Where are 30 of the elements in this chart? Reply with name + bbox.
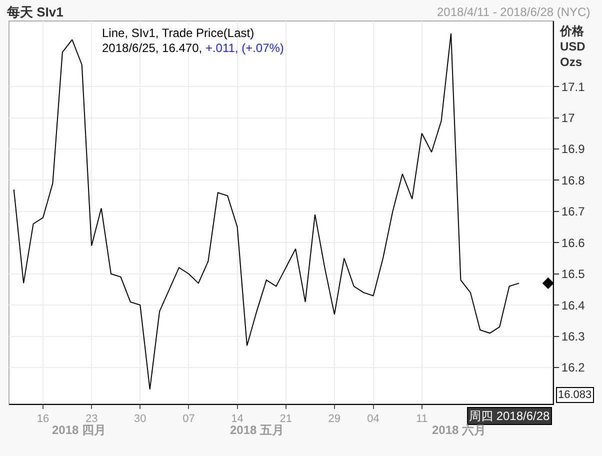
x-tick-label: 07 <box>182 413 195 426</box>
y-tick-label: 16.5 <box>561 267 586 282</box>
y-tick-label: 16.3 <box>561 329 586 344</box>
y-tick-label: 16.9 <box>561 142 586 156</box>
annotation: Line, SIv1, Trade Price(Last) <box>102 26 254 40</box>
x-tick-label: 30 <box>134 413 146 426</box>
x-tick-label: 23 <box>85 413 98 426</box>
y-tick-label: 16.8 <box>561 173 586 188</box>
annotation: +.011, (+.07%) <box>205 41 284 55</box>
y-tick-label: 17 <box>561 110 576 125</box>
x-tick-label: 11 <box>416 413 428 426</box>
y-tick-label: 16.6 <box>561 236 586 250</box>
y-tick-label: 16.7 <box>561 204 586 219</box>
text: 周四 2018/6/28 <box>469 409 550 423</box>
text: 2018 六月 <box>432 423 486 437</box>
text: 16.083 <box>558 389 592 401</box>
chart-subtitle: 2018/4/11 - 2018/6/28 (NYC) <box>437 5 590 19</box>
text: 2018 四月 <box>52 423 106 437</box>
y-tick-label: 16.4 <box>561 298 586 312</box>
y-axis-title: 价格 USD Ozs <box>559 24 586 70</box>
x-tick-label: 14 <box>231 413 244 426</box>
annotation: 2018/6/25, 16.470, <box>102 41 202 55</box>
y-tick-label: 17.1 <box>561 80 586 94</box>
chart-title: 每天 SIv1 <box>6 4 64 20</box>
x-tick-label: 29 <box>328 413 341 426</box>
x-tick-label: 16 <box>36 413 50 426</box>
text: 2018 五月 <box>230 423 284 437</box>
x-tick-label: 21 <box>280 413 292 426</box>
y-tick-label: 16.2 <box>561 360 586 375</box>
x-tick-label: 04 <box>367 413 380 426</box>
